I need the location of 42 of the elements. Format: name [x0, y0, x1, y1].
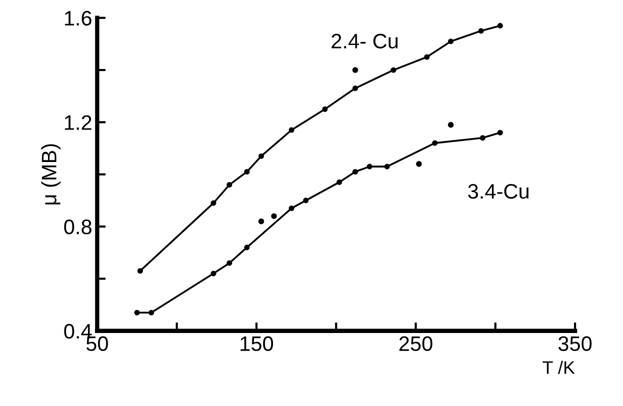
point [352, 67, 358, 73]
point [210, 270, 216, 276]
point [384, 164, 390, 170]
point [497, 130, 503, 136]
point [148, 310, 154, 316]
x-tick-label: 350 [558, 336, 592, 352]
point [258, 153, 264, 159]
point [336, 179, 342, 185]
text: 3.4-Cu [468, 184, 528, 199]
point [448, 122, 454, 128]
point [134, 310, 140, 316]
point [497, 22, 503, 28]
point [322, 106, 328, 112]
x-tick-label: 250 [399, 336, 432, 352]
x-axis-title: T /K [542, 360, 575, 374]
point [480, 135, 486, 141]
point [416, 161, 422, 167]
point [244, 168, 250, 175]
point [448, 38, 454, 44]
point [210, 200, 216, 206]
point [137, 268, 143, 274]
point [352, 86, 358, 92]
point [303, 198, 309, 204]
point [288, 206, 294, 212]
point [366, 164, 372, 170]
series-label: 2.4- Cu [332, 34, 398, 48]
point [424, 54, 430, 60]
y-axis-title: μ (MB) [41, 144, 61, 204]
point [271, 213, 277, 220]
x-tick-label: 150 [240, 336, 274, 352]
point [226, 182, 232, 188]
y-tick-label: 0.8 [64, 220, 92, 234]
y-tick-label: 1.6 [64, 10, 92, 26]
point [258, 218, 264, 224]
point [390, 67, 396, 73]
point [478, 28, 484, 34]
y-tick-label: 1.2 [64, 115, 92, 130]
point [432, 140, 438, 146]
point [226, 260, 232, 266]
point [288, 127, 294, 133]
point [352, 168, 358, 175]
point [244, 244, 250, 250]
